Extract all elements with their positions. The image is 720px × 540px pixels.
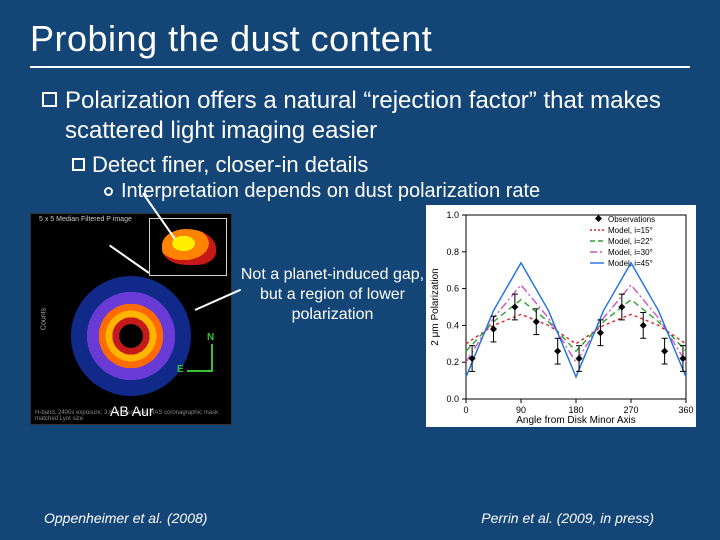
bullet-level-1: Polarization offers a natural “rejection…: [0, 68, 720, 146]
svg-text:1.0: 1.0: [446, 210, 459, 220]
left-figure-polarization-image: 5 x 5 Median Filtered P image Counts N E…: [30, 213, 232, 425]
svg-text:Model, i=22°: Model, i=22°: [608, 237, 653, 246]
svg-text:0.8: 0.8: [446, 247, 459, 257]
svg-text:270: 270: [623, 405, 638, 415]
svg-text:Model, i=15°: Model, i=15°: [608, 226, 653, 235]
figure-area: 5 x 5 Median Filtered P image Counts N E…: [0, 213, 720, 458]
svg-text:2 μm Polarization: 2 μm Polarization: [430, 268, 441, 345]
compass-n-label: N: [207, 332, 214, 343]
left-figure-title: 5 x 5 Median Filtered P image: [39, 216, 132, 223]
slide-title: Probing the dust content: [0, 0, 720, 60]
left-figure-inset: [149, 218, 227, 276]
bullet-level-2: Detect finer, closer-in details: [0, 146, 720, 178]
citation-right: Perrin et al. (2009, in press): [481, 510, 654, 526]
bullet-level-3: Interpretation depends on dust polarizat…: [0, 178, 720, 203]
svg-text:0.2: 0.2: [446, 357, 459, 367]
bullet-square-icon: [72, 158, 85, 171]
svg-text:Observations: Observations: [608, 215, 655, 224]
bullet-1-text: Polarization offers a natural “rejection…: [65, 86, 690, 146]
svg-text:0.0: 0.0: [446, 394, 459, 404]
svg-text:180: 180: [568, 405, 583, 415]
chart-svg: 0.0 0.2 0.4 0.6 0.8 1.0 0 90 180 270 360 Angle from…: [426, 205, 696, 427]
svg-text:Model, i=45°: Model, i=45°: [608, 259, 653, 268]
svg-text:360: 360: [678, 405, 693, 415]
bullet-square-icon: [42, 92, 57, 107]
bullet-2-text: Detect finer, closer-in details: [92, 152, 368, 178]
svg-text:Model, i=30°: Model, i=30°: [608, 248, 653, 257]
citation-left: Oppenheimer et al. (2008): [44, 510, 207, 526]
left-figure-ylabel: Counts: [41, 308, 48, 330]
disk-image-icon: [71, 276, 191, 396]
svg-text:Angle from Disk Minor Axis: Angle from Disk Minor Axis: [516, 415, 635, 426]
compass-icon: N E: [201, 344, 223, 394]
svg-text:0.6: 0.6: [446, 284, 459, 294]
bullet-circle-icon: [104, 187, 113, 196]
svg-text:0.4: 0.4: [446, 320, 459, 330]
compass-e-label: E: [177, 364, 184, 375]
callout-text: Not a planet-induced gap, but a region o…: [240, 265, 425, 325]
object-label: AB Aur: [110, 403, 154, 419]
annotation-arrow-icon: [109, 245, 149, 274]
svg-text:0: 0: [463, 405, 468, 415]
bullet-3-text: Interpretation depends on dust polarizat…: [121, 180, 540, 203]
right-figure-polarization-chart: 0.0 0.2 0.4 0.6 0.8 1.0 0 90 180 270 360 Angle from…: [426, 205, 696, 427]
svg-text:90: 90: [516, 405, 526, 415]
